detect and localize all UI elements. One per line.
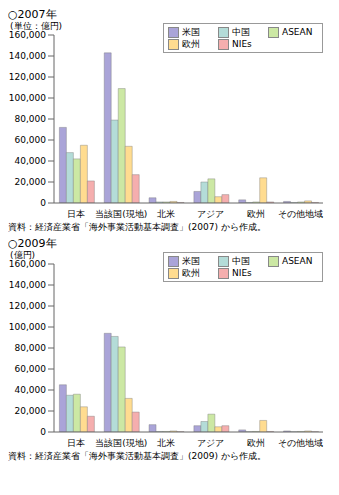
html-text:NIEs: NIEs xyxy=(232,39,252,49)
html-text:(単位：億円): (単位：億円) xyxy=(10,21,62,31)
html-text:中国: 中国 xyxy=(232,27,250,37)
svg-text:北米: 北米 xyxy=(157,438,175,448)
svg-text:140,000: 140,000 xyxy=(9,280,46,290)
html-text:資料：経済産業省「海外事業活動基本調査」(2009) から作: 資料：経済産業省「海外事業活動基本調査」(2009) から作成。 xyxy=(8,451,266,461)
html-text:欧州: 欧州 xyxy=(182,268,200,278)
html-text:米国: 米国 xyxy=(182,27,200,37)
svg-text:20,000: 20,000 xyxy=(15,177,47,187)
svg-text:80,000: 80,000 xyxy=(15,114,47,124)
svg-text:40,000: 40,000 xyxy=(15,385,47,395)
svg-text:当該国(現地): 当該国(現地) xyxy=(95,209,147,219)
svg-text:100,000: 100,000 xyxy=(9,322,46,332)
svg-text:120,000: 120,000 xyxy=(9,301,46,311)
svg-text:160,000: 160,000 xyxy=(9,30,46,40)
html-text:○2009年: ○2009年 xyxy=(8,237,57,250)
svg-text:60,000: 60,000 xyxy=(15,364,47,374)
svg-text:120,000: 120,000 xyxy=(9,72,46,82)
svg-text:欧州: 欧州 xyxy=(247,438,265,448)
svg-text:日本: 日本 xyxy=(67,438,85,448)
html-text:米国: 米国 xyxy=(182,256,200,266)
svg-text:当該国(現地): 当該国(現地) xyxy=(95,438,147,448)
html-text:欧州: 欧州 xyxy=(182,39,200,49)
svg-text:その他地域: その他地域 xyxy=(278,209,323,219)
svg-text:日本: 日本 xyxy=(67,209,85,219)
svg-text:欧州: 欧州 xyxy=(247,209,265,219)
svg-text:80,000: 80,000 xyxy=(15,343,47,353)
html-text:ASEAN: ASEAN xyxy=(282,256,313,266)
html-text:ASEAN: ASEAN xyxy=(282,27,313,37)
svg-text:40,000: 40,000 xyxy=(15,156,47,166)
svg-text:アジア: アジア xyxy=(197,209,224,219)
svg-text:160,000: 160,000 xyxy=(9,259,46,269)
svg-text:その他地域: その他地域 xyxy=(278,438,323,448)
html-text:NIEs: NIEs xyxy=(232,268,252,278)
svg-text:アジア: アジア xyxy=(197,438,224,448)
svg-text:20,000: 20,000 xyxy=(15,406,47,416)
svg-text:0: 0 xyxy=(40,427,46,437)
html-text:(億円): (億円) xyxy=(10,250,35,260)
svg-text:140,000: 140,000 xyxy=(9,51,46,61)
html-text:中国: 中国 xyxy=(232,256,250,266)
svg-text:100,000: 100,000 xyxy=(9,93,46,103)
html-text:資料：経済産業省「海外事業活動基本調査」(2007) から作: 資料：経済産業省「海外事業活動基本調査」(2007) から作成。 xyxy=(8,222,266,232)
svg-text:北米: 北米 xyxy=(157,209,175,219)
svg-text:0: 0 xyxy=(40,198,46,208)
svg-text:60,000: 60,000 xyxy=(15,135,47,145)
html-text:○2007年: ○2007年 xyxy=(8,8,57,21)
